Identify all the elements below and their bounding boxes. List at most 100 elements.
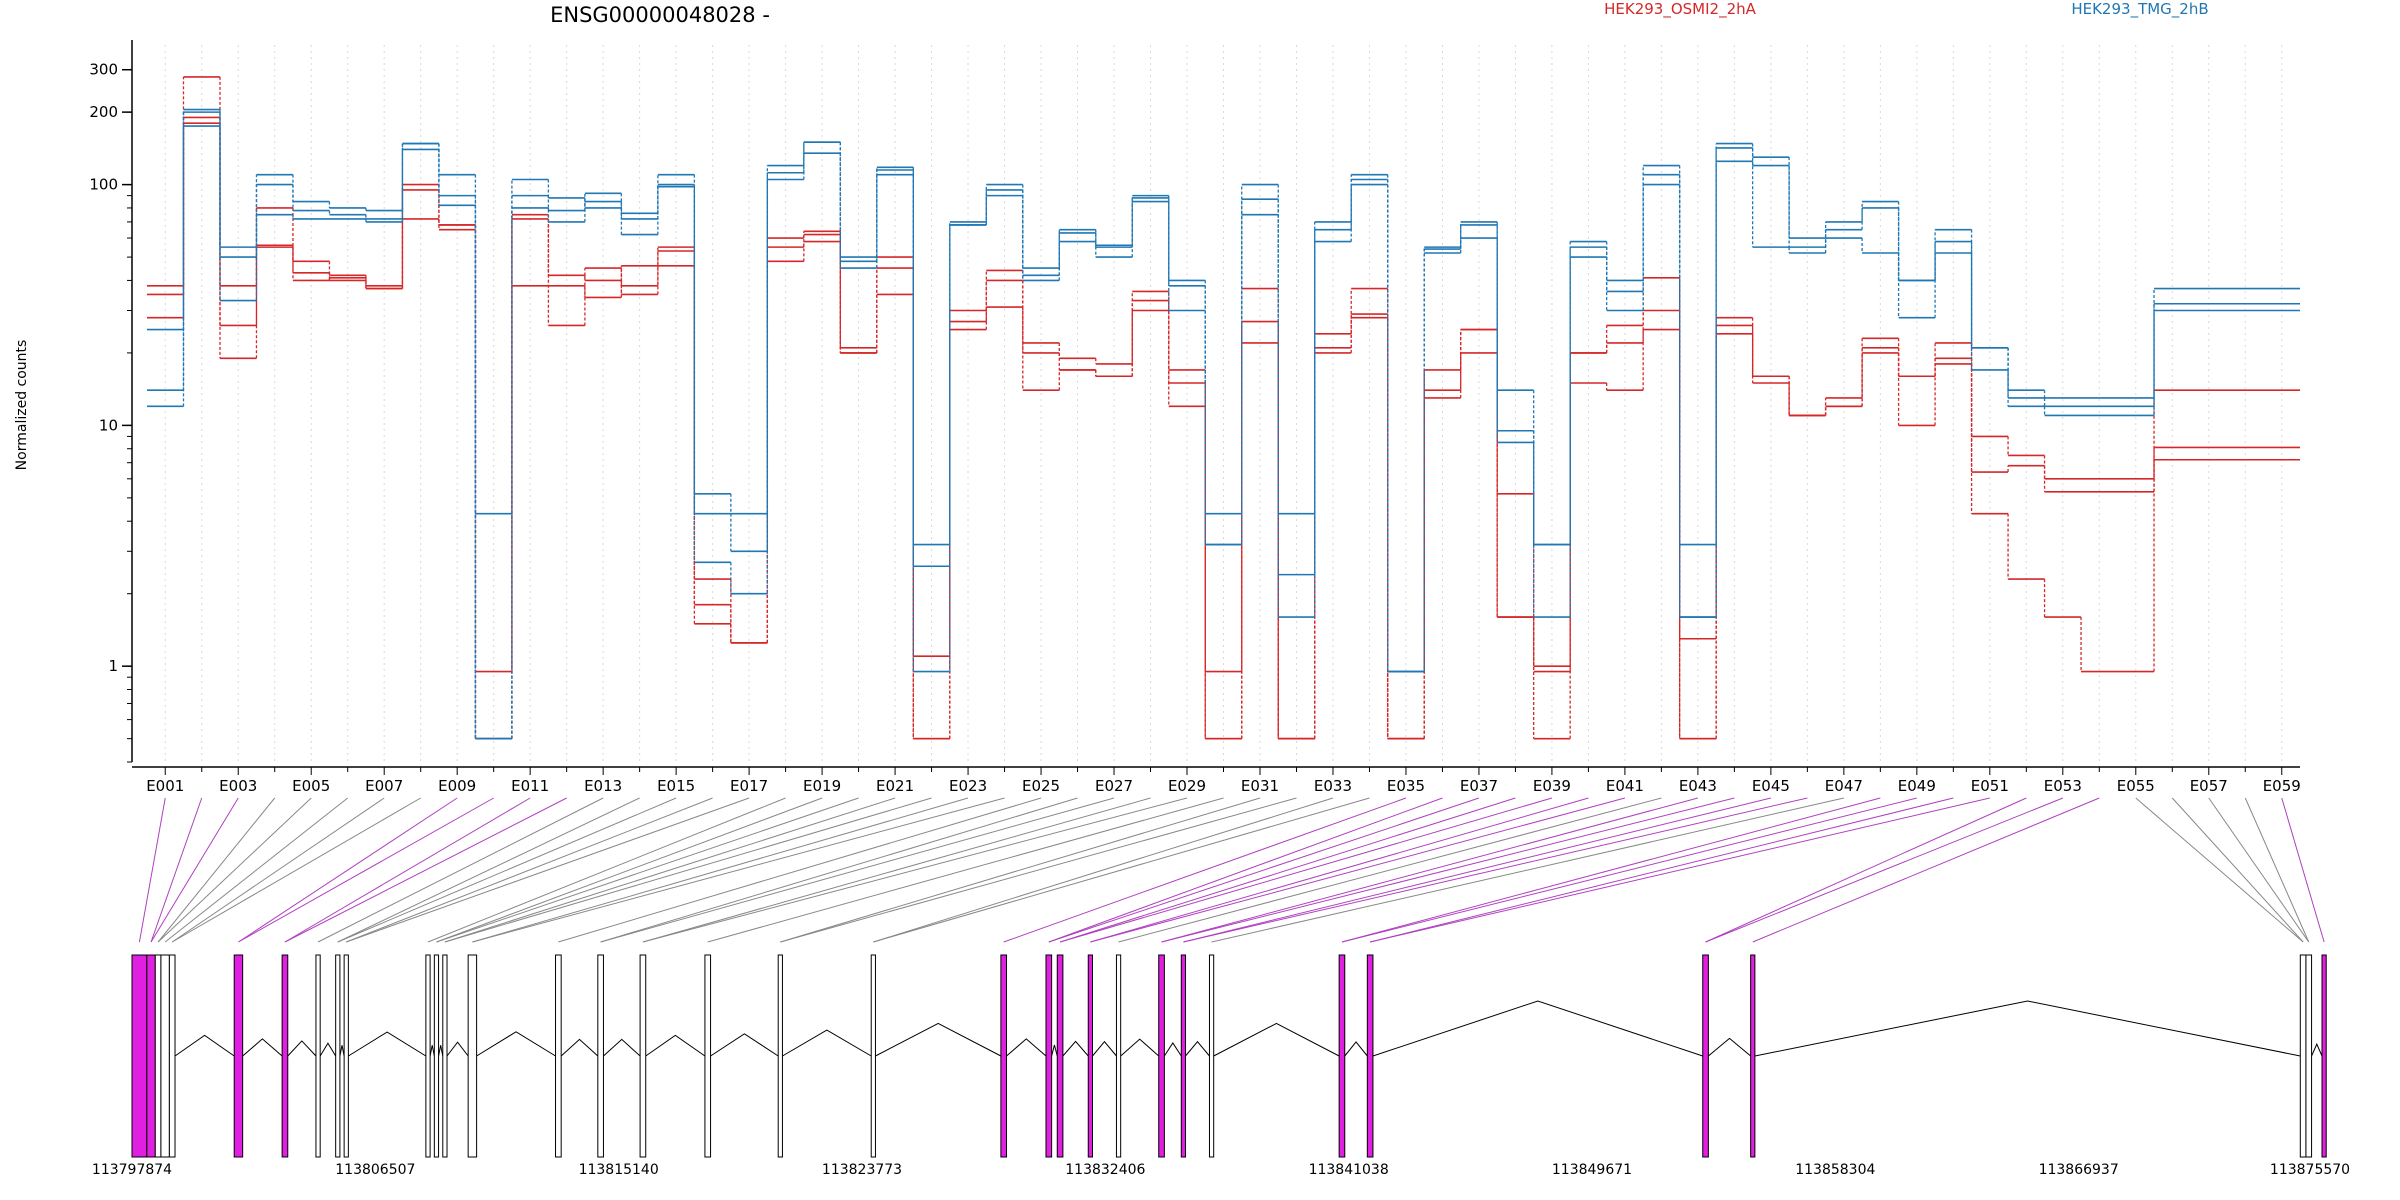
exon-connector bbox=[284, 797, 531, 943]
x-tick-label: E039 bbox=[1533, 777, 1571, 795]
exon-connector bbox=[171, 797, 385, 943]
x-tick-label: E049 bbox=[1898, 777, 1936, 795]
exon-connector bbox=[157, 797, 312, 943]
y-tick-label: 1 bbox=[108, 657, 118, 675]
intron-line bbox=[287, 1040, 317, 1057]
exon-connector bbox=[1752, 797, 2100, 943]
x-tick-label: E015 bbox=[657, 777, 695, 795]
intron-line bbox=[1708, 1037, 1751, 1057]
exon-connector bbox=[1003, 797, 1407, 943]
exon-highlighted bbox=[146, 954, 156, 1158]
exon-connector bbox=[1705, 797, 2063, 943]
x-tick-label: E021 bbox=[876, 777, 914, 795]
exon-connector bbox=[317, 797, 604, 943]
exon bbox=[154, 954, 162, 1158]
exon-connector bbox=[2244, 797, 2310, 943]
exon-connector bbox=[444, 797, 932, 943]
exon-connector bbox=[164, 797, 349, 943]
exon-connector bbox=[2135, 797, 2304, 943]
exon-highlighted bbox=[1702, 954, 1709, 1158]
exon-highlighted bbox=[1087, 954, 1093, 1158]
intron-line bbox=[1185, 1040, 1210, 1057]
exon-connector bbox=[150, 797, 203, 943]
x-tick-label: E005 bbox=[292, 777, 330, 795]
genomic-coordinate-label: 113875570 bbox=[2270, 1162, 2350, 1178]
exon-connector bbox=[1161, 797, 1735, 943]
exon-connector bbox=[1705, 797, 2027, 943]
exon-connector bbox=[1161, 797, 1699, 943]
intron-line bbox=[438, 1045, 444, 1057]
exon bbox=[160, 954, 170, 1158]
exon bbox=[425, 954, 431, 1158]
intron-line bbox=[1092, 1040, 1117, 1057]
y-tick-label: 300 bbox=[89, 61, 118, 79]
x-tick-label: E043 bbox=[1679, 777, 1717, 795]
y-axis-label: Normalized counts bbox=[14, 340, 30, 471]
exon-connector bbox=[1183, 797, 1771, 943]
intron-line bbox=[339, 1045, 345, 1057]
exon-connector bbox=[444, 797, 896, 943]
exon bbox=[2305, 954, 2313, 1158]
exon-connector bbox=[157, 797, 276, 943]
x-tick-label: E001 bbox=[146, 777, 184, 795]
exon bbox=[870, 954, 876, 1158]
exon-connector bbox=[1370, 797, 1990, 943]
exon-connector bbox=[1059, 797, 1553, 943]
exon-connector bbox=[436, 797, 859, 943]
axes: 1 10 100 200 300 E001 E003 E005 E007 E009 E011 E013… bbox=[89, 40, 2301, 795]
exon-connector bbox=[138, 797, 166, 943]
intron-line bbox=[1120, 1038, 1160, 1057]
series-tmg-5 bbox=[147, 108, 2300, 740]
x-tick-label: E029 bbox=[1168, 777, 1206, 795]
y-tick-label: 10 bbox=[99, 416, 118, 434]
genomic-coordinate-label: 113866937 bbox=[2039, 1162, 2119, 1178]
legend-entry-tmg: HEK293_TMG_2hB bbox=[2071, 0, 2208, 19]
exon-connector bbox=[1341, 797, 1917, 943]
x-tick-label: E013 bbox=[584, 777, 622, 795]
x-tick-label: E035 bbox=[1387, 777, 1425, 795]
exon bbox=[315, 954, 321, 1158]
x-tick-label: E051 bbox=[1971, 777, 2009, 795]
x-tick-label: E025 bbox=[1022, 777, 1060, 795]
exon bbox=[1208, 954, 1215, 1158]
exon-connector bbox=[346, 797, 750, 943]
exon-highlighted bbox=[1158, 954, 1165, 1158]
y-tick-label: 100 bbox=[89, 176, 118, 194]
exon-connector bbox=[427, 797, 786, 943]
exon-connector bbox=[472, 797, 969, 943]
genomic-coordinate-label: 113797874 bbox=[92, 1162, 172, 1178]
chart-title: ENSG00000048028 - bbox=[550, 3, 770, 27]
exon-highlighted bbox=[233, 954, 244, 1158]
exon-connector bbox=[1211, 797, 1844, 943]
genomic-coordinate-label: 113858304 bbox=[1795, 1162, 1875, 1178]
exon-connector bbox=[873, 797, 1370, 943]
intron-line bbox=[1754, 1000, 2301, 1057]
x-tick-label: E045 bbox=[1752, 777, 1790, 795]
intron-line bbox=[645, 1034, 706, 1057]
intron-line bbox=[1062, 1040, 1089, 1057]
intron-line bbox=[1051, 1044, 1058, 1057]
exon-highlighted bbox=[131, 954, 148, 1158]
grid-lines bbox=[164, 45, 2283, 762]
genomic-coordinate-label: 113841038 bbox=[1309, 1162, 1389, 1178]
exon-highlighted bbox=[1750, 954, 1756, 1158]
exon-connector bbox=[1048, 797, 1443, 943]
exon-connector bbox=[1090, 797, 1589, 943]
x-tick-label: E053 bbox=[2044, 777, 2082, 795]
exon-connector bbox=[472, 797, 1005, 943]
exon-connectors bbox=[138, 797, 2325, 943]
x-tick-label: E003 bbox=[219, 777, 257, 795]
genomic-coordinate-label: 113849671 bbox=[1552, 1162, 1632, 1178]
x-tick-label: E007 bbox=[365, 777, 403, 795]
x-tick-label: E023 bbox=[949, 777, 987, 795]
intron-line bbox=[603, 1038, 641, 1057]
x-tick-label: E041 bbox=[1606, 777, 1644, 795]
exon bbox=[555, 954, 562, 1158]
exon-connector bbox=[284, 797, 567, 943]
x-tick-label: E011 bbox=[511, 777, 549, 795]
intron-line bbox=[560, 1038, 599, 1057]
intron-line bbox=[1006, 1038, 1047, 1057]
intron-line bbox=[1163, 1042, 1182, 1057]
exon-connector bbox=[337, 797, 677, 943]
